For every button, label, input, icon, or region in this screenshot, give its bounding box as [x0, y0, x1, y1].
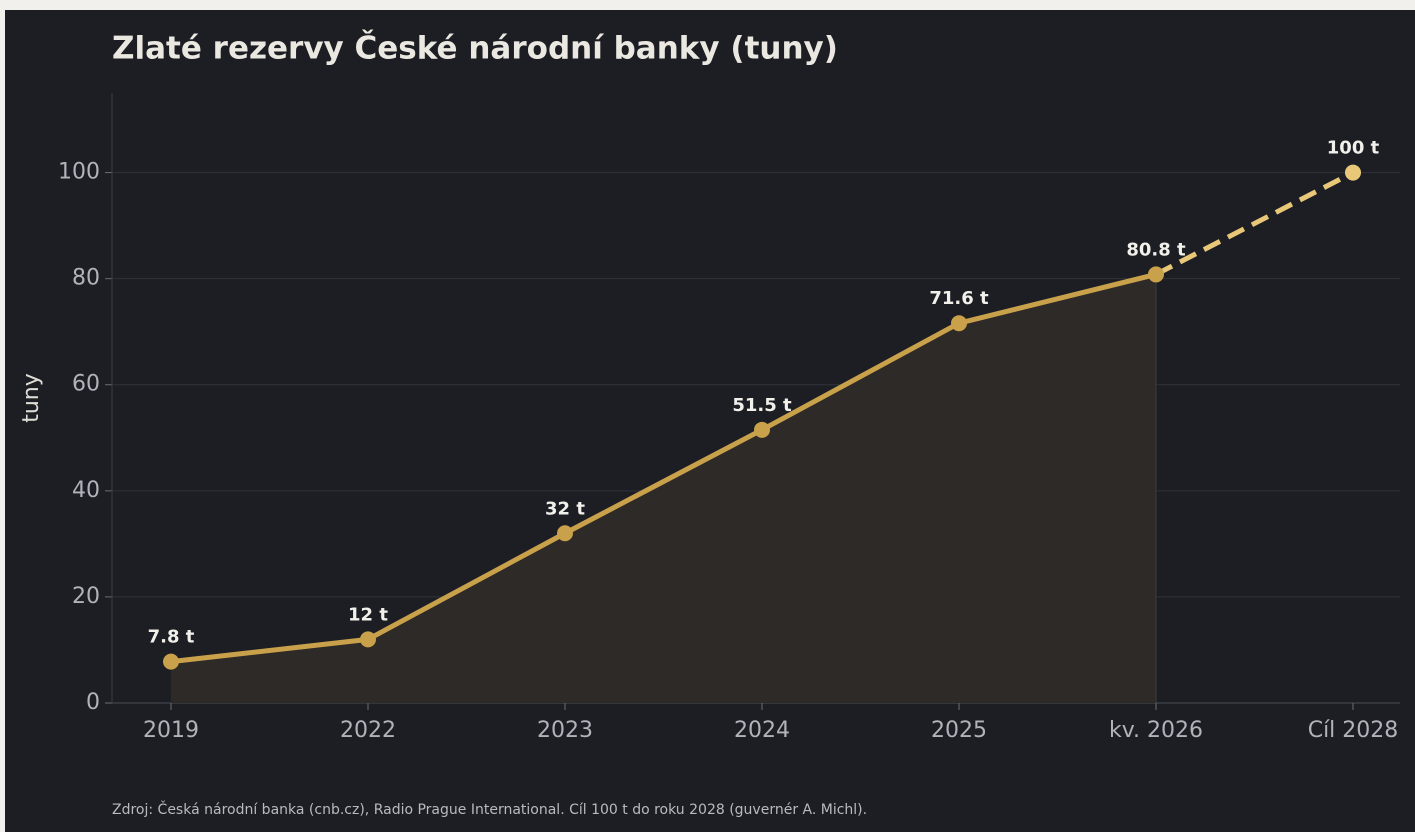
y-axis-label: tuny — [19, 373, 44, 423]
y-tick-label: 60 — [72, 372, 100, 397]
area — [171, 274, 1156, 703]
panel — [5, 10, 1415, 832]
marker — [1345, 164, 1361, 181]
y-tick-label: 20 — [72, 584, 100, 609]
data-label: 12 t — [348, 604, 388, 625]
data-label: 71.6 t — [929, 288, 989, 309]
y-tick-label: 40 — [72, 478, 100, 503]
y-tick-label: 100 — [58, 160, 100, 185]
marker — [951, 315, 967, 332]
marker — [754, 421, 770, 438]
source-note: Zdroj: Česká národní banka (cnb.cz), Rad… — [112, 800, 867, 818]
data-label: 32 t — [545, 498, 585, 519]
data-label: 51.5 t — [732, 395, 792, 416]
marker — [163, 653, 179, 670]
marker — [360, 631, 376, 648]
data-label: 100 t — [1327, 138, 1380, 159]
line — [170, 271, 1157, 665]
data-label: 7.8 t — [148, 627, 195, 648]
x-tick-label: 2023 — [537, 718, 593, 743]
x-tick-label: Cíl 2028 — [1308, 718, 1399, 743]
y-tick-label: 0 — [86, 690, 100, 715]
dashed-line — [1154, 170, 1355, 277]
data-label: 80.8 t — [1126, 239, 1186, 260]
x-tick-label: kv. 2026 — [1109, 718, 1203, 743]
marker — [557, 525, 573, 542]
x-tick-label: 2019 — [143, 718, 199, 743]
y-tick-label: 80 — [72, 266, 100, 291]
x-tick-label: 2025 — [931, 718, 987, 743]
x-tick-label: 2022 — [340, 718, 396, 743]
chart-title: Zlaté rezervy České národní banky (tuny) — [112, 30, 838, 67]
x-tick-label: 2024 — [734, 718, 790, 743]
marker — [1148, 266, 1164, 283]
